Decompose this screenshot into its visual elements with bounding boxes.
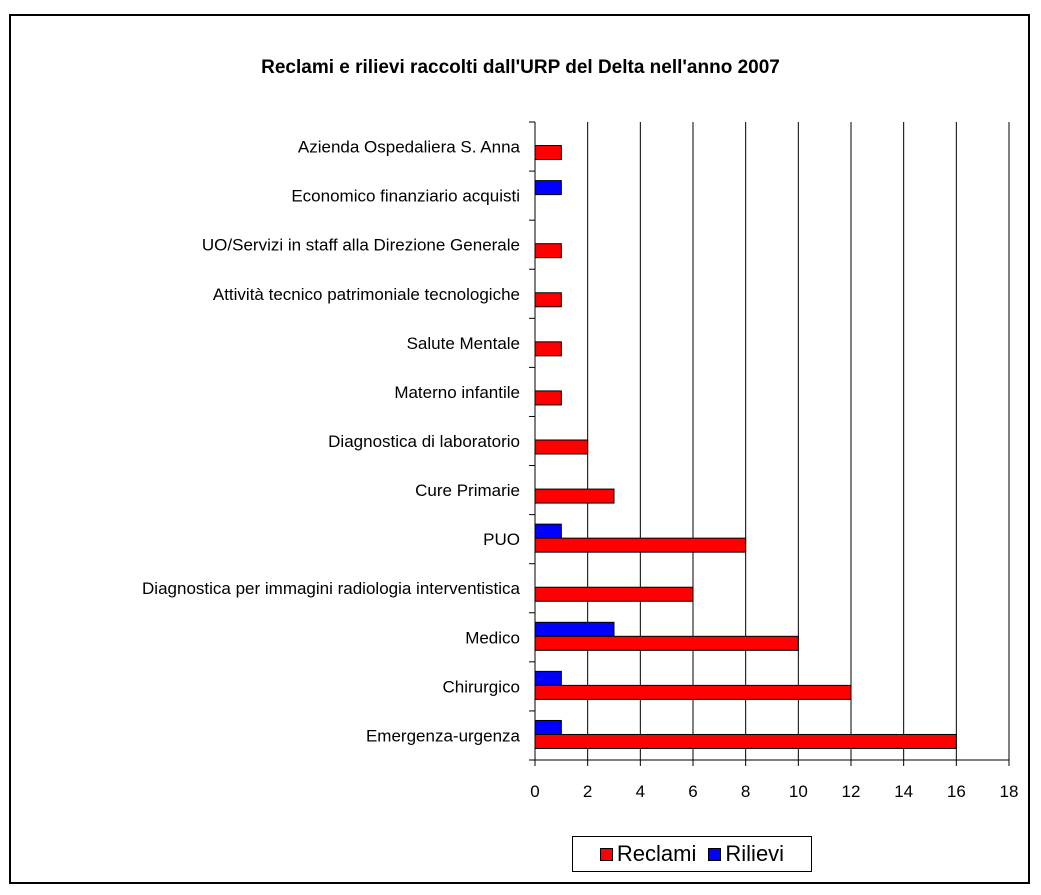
- bar-reclami: [534, 586, 694, 602]
- category-label: Materno infantile: [394, 383, 520, 402]
- bar-reclami: [534, 488, 615, 504]
- category-label: UO/Servizi in staff alla Direzione Gener…: [202, 236, 520, 255]
- bar-reclami: [534, 145, 562, 161]
- x-tick-label: 6: [688, 782, 697, 801]
- legend-label-rilievi: Rilievi: [725, 841, 785, 866]
- x-tick-label: 4: [636, 782, 645, 801]
- legend-item-rilievi: Rilievi: [708, 841, 784, 867]
- x-tick-label: 8: [741, 782, 750, 801]
- bar-rilievi: [534, 180, 562, 196]
- bar-rilievi: [534, 719, 562, 735]
- x-tick-label: 18: [1000, 782, 1019, 801]
- legend-label-reclami: Reclami: [616, 841, 697, 866]
- x-tick-label: 14: [894, 782, 913, 801]
- bar-reclami: [534, 733, 957, 749]
- x-tick-label: 10: [789, 782, 808, 801]
- x-tick-label: 16: [947, 782, 966, 801]
- legend-swatch-reclami: [599, 847, 613, 861]
- bar-reclami: [534, 292, 562, 308]
- bar-reclami: [534, 439, 589, 455]
- bar-rilievi: [534, 523, 562, 539]
- category-label: Emergenza-urgenza: [366, 726, 521, 745]
- chart-title: Reclami e rilievi raccolti dall'URP del …: [261, 57, 780, 78]
- category-label: Salute Mentale: [407, 334, 520, 353]
- category-label: Diagnostica di laboratorio: [328, 432, 520, 451]
- bar-reclami: [534, 341, 562, 357]
- category-label: PUO: [483, 530, 520, 549]
- category-label: Cure Primarie: [415, 481, 520, 500]
- x-tick-label: 0: [530, 782, 539, 801]
- bar-reclami: [534, 684, 852, 700]
- category-label: Chirurgico: [443, 677, 520, 696]
- bar-rilievi: [534, 670, 562, 686]
- bar-reclami: [534, 635, 799, 651]
- category-label: Economico finanziario acquisti: [291, 187, 520, 206]
- bar-reclami: [534, 243, 562, 259]
- x-tick-label: 12: [842, 782, 861, 801]
- bar-rilievi: [534, 621, 615, 637]
- legend: Reclami Rilievi: [572, 836, 812, 872]
- bar-reclami: [534, 390, 562, 406]
- legend-item-reclami: Reclami: [599, 841, 697, 867]
- category-label: Azienda Ospedaliera S. Anna: [298, 138, 521, 157]
- x-tick-label: 2: [583, 782, 592, 801]
- category-label: Diagnostica per immagini radiologia inte…: [142, 579, 521, 598]
- category-label: Medico: [465, 628, 520, 647]
- legend-swatch-rilievi: [708, 847, 722, 861]
- category-label: Attività tecnico patrimoniale tecnologic…: [213, 285, 520, 304]
- bar-reclami: [534, 537, 747, 553]
